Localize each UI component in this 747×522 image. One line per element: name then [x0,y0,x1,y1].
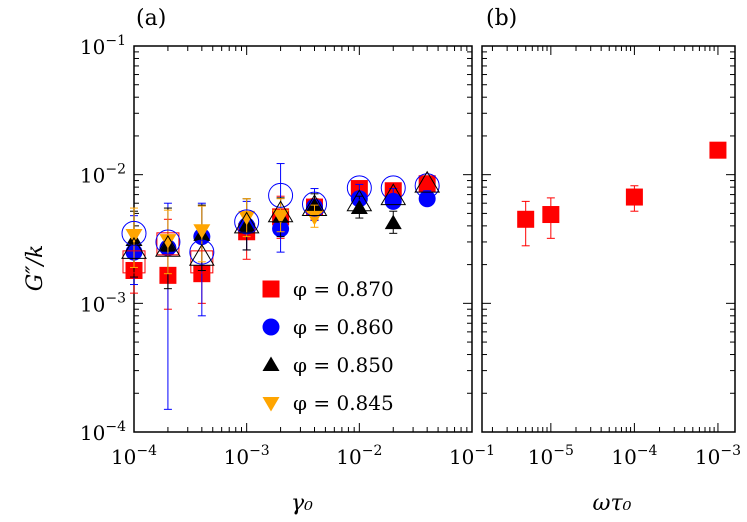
data-point [305,210,323,226]
panel-a-label: (a) [136,6,166,31]
data-point [189,239,215,265]
legend-item: φ = 0.850 [262,353,394,377]
data-point [268,182,294,208]
legend-label: φ = 0.845 [293,391,394,415]
data-point [121,236,147,259]
legend-marker [262,356,280,371]
legend: φ = 0.870 φ = 0.860 φ = 0.850 φ = 0.845 [262,277,394,415]
x-tick-label: 10−5 [528,443,574,469]
data-point [155,229,181,255]
x-tick-label: 10−4 [611,443,657,469]
data-point [272,209,290,225]
data-point [414,170,441,193]
legend-item: φ = 0.860 [262,315,394,339]
data-point [625,188,643,206]
data-point [233,211,260,234]
y-axis-label: G″/k [23,245,48,292]
series-a-4 [122,232,214,274]
legend-marker [262,280,280,298]
data-point [159,234,177,249]
series-a-6 [121,170,441,266]
data-point [380,175,406,201]
legend-marker [262,397,280,412]
data-point [346,175,372,201]
y-tick-label: 10−4 [80,419,126,445]
legend-marker [262,318,280,336]
data-point [346,189,373,212]
data-point [238,210,256,226]
x-tick-label: 10−3 [224,443,270,469]
data-point [301,191,327,217]
data-point [418,190,436,208]
series-b-0 [517,141,727,247]
x-tick-label: 10−4 [111,443,157,469]
panel-a-ticks: 10−4 10−3 10−2 10−1 10−4 10−3 10−2 10−1 [80,33,495,469]
panel-a: 10−4 10−3 10−2 10−1 10−4 10−3 10−2 10−1 φ = 0.8… [80,33,495,469]
x-tick-label: 10−1 [449,443,495,469]
data-point [709,141,727,159]
data-point [193,224,211,239]
x-axis-label-b: ωτ₀ [593,491,632,516]
panel-b-marks [517,141,727,247]
x-axis-label-a: γ₀ [291,491,313,516]
legend-label: φ = 0.850 [293,353,394,377]
data-point [384,214,402,230]
panel-a-marks [121,163,441,410]
data-point [190,250,214,274]
data-point [234,209,260,235]
data-point [125,228,143,244]
legend-label: φ = 0.870 [293,277,394,301]
x-tick-label: 10−2 [336,443,382,469]
panel-b-label: (b) [486,6,517,31]
panel-b-ticks: 10−5 10−4 10−3 [482,45,741,469]
data-point [517,210,535,228]
data-point [156,232,180,256]
y-tick-label: 10−2 [80,162,126,188]
data-point [384,192,402,210]
panel-b: 10−5 10−4 10−3 [481,45,741,469]
legend-label: φ = 0.860 [293,315,394,339]
data-point [380,183,407,206]
series-a-5 [121,173,440,265]
data-point [414,173,440,199]
legend-item: φ = 0.870 [262,277,394,301]
data-point [267,200,294,223]
x-tick-label: 10−3 [695,443,741,469]
data-point [121,220,147,246]
data-point [542,206,560,224]
panel-b-frame [481,45,736,433]
series-a-3 [125,198,323,275]
y-tick-label: 10−3 [80,290,126,316]
data-point [122,250,146,274]
y-tick-label: 10−1 [80,33,126,59]
data-point [155,234,181,257]
legend-item: φ = 0.845 [262,391,394,415]
data-point [418,175,436,193]
data-point [301,194,328,216]
data-point [188,243,215,266]
